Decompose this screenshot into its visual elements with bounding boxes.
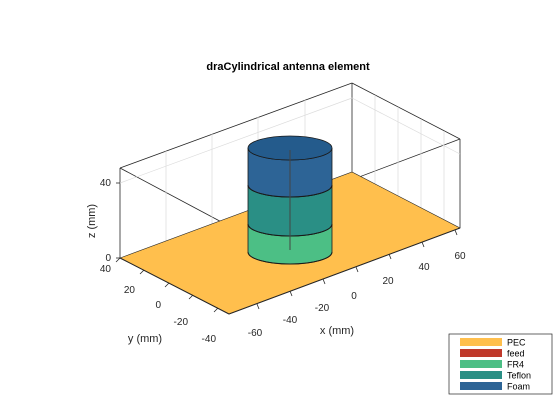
legend-swatch-feed	[460, 349, 502, 357]
y-tick-label: 20	[124, 285, 136, 296]
y-axis-label: y (mm)	[128, 333, 162, 345]
x-tick-label: -60	[248, 328, 263, 339]
y-tick-label: -40	[202, 334, 217, 345]
y-tick-label: -20	[174, 317, 189, 328]
z-axis: 40 0 z (mm)	[86, 178, 120, 264]
x-tick-label: 40	[418, 262, 430, 273]
z-axis-label: z (mm)	[86, 204, 98, 238]
axes-box-front	[119, 227, 461, 315]
legend-label-foam: Foam	[507, 382, 530, 392]
x-tick-label: 60	[454, 251, 466, 262]
legend-label-teflon: Teflon	[507, 371, 531, 381]
legend-swatch-teflon	[460, 371, 502, 379]
y-tick-label: 40	[100, 264, 112, 275]
x-tick-label: 20	[382, 276, 394, 287]
x-tick-label: -40	[283, 315, 298, 326]
x-axis: -60 -40 -20 0 20 40 60 x (mm)	[248, 229, 466, 339]
legend-label-pec: PEC	[507, 338, 526, 348]
legend-swatch-foam	[460, 382, 502, 390]
legend-swatch-fr4	[460, 360, 502, 368]
legend-label-fr4: FR4	[507, 360, 524, 370]
x-axis-label: x (mm)	[320, 325, 354, 337]
x-tick-label: 0	[351, 291, 357, 302]
legend-swatch-pec	[460, 338, 502, 346]
z-tick-label: 0	[105, 253, 111, 264]
y-tick-label: 0	[155, 300, 161, 311]
y-axis: 40 20 0 -20 -40 y (mm)	[100, 257, 219, 345]
z-tick-label: 40	[100, 178, 112, 189]
plot-title: draCylindrical antenna element	[206, 61, 370, 73]
legend-label-feed: feed	[507, 349, 525, 359]
x-tick-label: -20	[315, 303, 330, 314]
